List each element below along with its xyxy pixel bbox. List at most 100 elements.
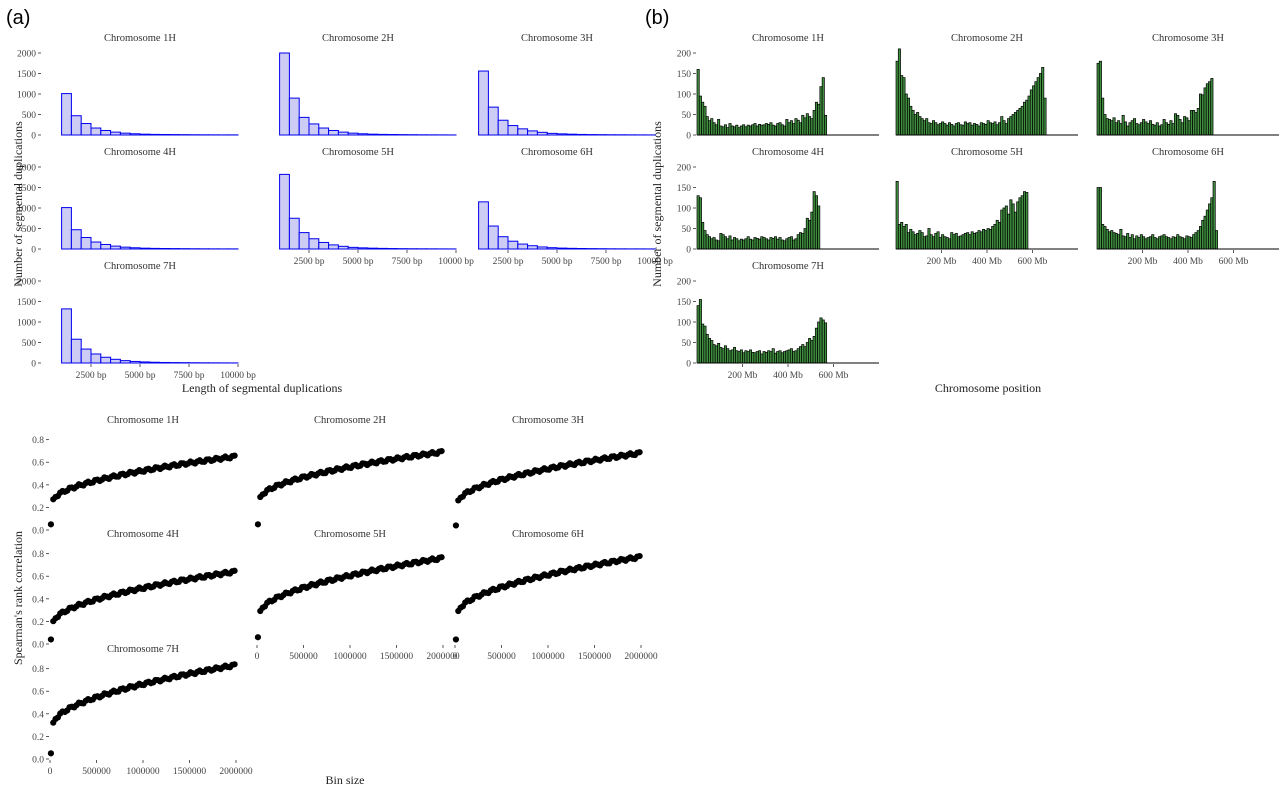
x-tick-label: 7500 bp [174,371,205,381]
panel-correlation-1: Chromosome 1H 0.0 0.2 0.4 0.6 0.8 [32,415,238,537]
y-tick-label: 50 [682,339,692,349]
x-tick-label: 200 Mb [927,257,957,267]
histogram-bar [80,348,92,364]
y-tick-label: 50 [682,111,692,121]
panel-title: Chromosome 4H [752,147,824,158]
y-tick-label: 0.0 [32,641,44,651]
x-tick-label: 400 Mb [1173,257,1203,267]
histogram-bar [527,130,538,136]
panel-title: Chromosome 6H [521,147,593,158]
panel-length-6: Chromosome 6H 2500 bp 5000 bp 7500 bp 10000 … [478,147,673,267]
x-tick-label: 1500000 [380,652,414,662]
panel-title: Chromosome 7H [752,261,824,272]
histogram-bar [497,119,509,136]
y-tick-label: 0.8 [32,550,44,560]
y-tick-label: 0 [31,246,36,256]
panel-correlation-6: Chromosome 6H 0 500000 1000000 1500000 200000… [453,529,658,662]
histogram-bar [478,70,489,136]
x-tick-label: 2500 bp [493,257,524,267]
histogram-bar [288,97,300,136]
x-tick-label: 1000000 [126,767,160,777]
x-tick-label: 7500 bp [591,257,622,267]
y-tick-label: 150 [677,70,692,80]
panel-length-5: Chromosome 5H 2500 bp 5000 bp 7500 bp 10000 … [279,147,474,267]
position-bar [824,114,828,136]
panel-title: Chromosome 1H [752,33,824,44]
y-tick-label: 50 [682,225,692,235]
x-tick-label: 2500 bp [294,257,325,267]
data-point [231,661,238,668]
panel-label-b: (b) [645,7,669,29]
histogram-bar [70,229,82,250]
y-tick-label: 100 [677,205,692,215]
panel-length-4: Chromosome 4H 0 500 1000 1500 2000 [17,147,239,256]
histogram-bar [517,243,529,250]
data-point [231,567,238,574]
panel-title: Chromosome 1H [107,415,179,426]
panel-label-a: (a) [6,7,30,29]
histogram-bar [328,129,339,136]
y-tick-label: 0 [686,246,691,256]
panel-title: Chromosome 2H [951,33,1023,44]
histogram-bar [90,353,102,364]
panel-position-4: Chromosome 4H 0 50 100 150 200 [677,147,879,256]
histogram-bar [308,238,320,250]
data-point [452,636,460,643]
position-bar [1214,230,1218,250]
y-tick-label: 1500 [17,70,36,80]
x-tick-label: 400 Mb [972,257,1002,267]
histogram-bar [70,338,82,364]
position-bar [1025,192,1029,250]
charts-layer: Chromosome 1H0500100015002000Chromosome … [11,33,1279,787]
y-tick-label: 0 [31,132,36,142]
x-tick-label: 400 Mb [773,371,803,381]
panel-title: Chromosome 5H [322,147,394,158]
x-tick-label: 2000000 [426,652,460,662]
y-axis-title-position: Number of segmental duplications [650,121,664,287]
data-point [438,448,445,455]
panel-position-7: Chromosome 7H 0 50 100 150 200 200 Mb 400 Mb 600… [677,261,879,381]
histogram-bar [61,207,72,250]
histogram-bar [90,127,102,136]
data-point [47,521,55,528]
histogram-bar [507,125,519,136]
panel-correlation-4: Chromosome 4H 0.0 0.2 0.4 0.6 0.8 [32,529,238,651]
x-tick-label: 600 Mb [1018,257,1048,267]
panel-title: Chromosome 3H [521,33,593,44]
panel-title: Chromosome 1H [104,33,176,44]
histogram-bar [308,123,320,136]
histogram-bar [298,232,310,250]
x-tick-label: 2000000 [624,652,658,662]
panel-title: Chromosome 5H [951,147,1023,158]
panel-position-5: Chromosome 5H 200 Mb 400 Mb 600 Mb [895,147,1078,267]
x-tick-label: 200 Mb [1128,257,1158,267]
data-point [47,750,55,757]
histogram-bar [487,225,499,250]
data-point [636,449,643,456]
y-tick-label: 2000 [17,278,36,288]
y-tick-label: 200 [677,278,692,288]
position-bar [1043,97,1047,136]
histogram-bar [100,129,112,136]
y-tick-label: 200 [677,50,692,60]
y-tick-label: 0 [686,132,691,142]
y-tick-label: 100 [677,91,692,101]
x-tick-label: 5000 bp [125,371,156,381]
data-point [452,522,460,529]
data-point [254,521,262,528]
panel-title: Chromosome 4H [104,147,176,158]
panel-title: Chromosome 4H [107,529,179,540]
panel-length-7: Chromosome 7H 0 500 1000 1500 2000 2500 bp 5000… [17,261,256,381]
panel-title: Chromosome 7H [104,261,176,272]
panel-length-3: Chromosome 3H [478,33,656,136]
data-point [438,554,445,561]
histogram-bar [61,308,72,364]
histogram-bar [288,217,300,250]
panel-position-2: Chromosome 2H [895,33,1078,136]
x-tick-label: 500000 [289,652,318,662]
histogram-bar [478,201,489,250]
x-tick-label: 2000000 [219,767,253,777]
y-tick-label: 0.2 [32,733,44,743]
y-tick-label: 0.2 [32,618,44,628]
